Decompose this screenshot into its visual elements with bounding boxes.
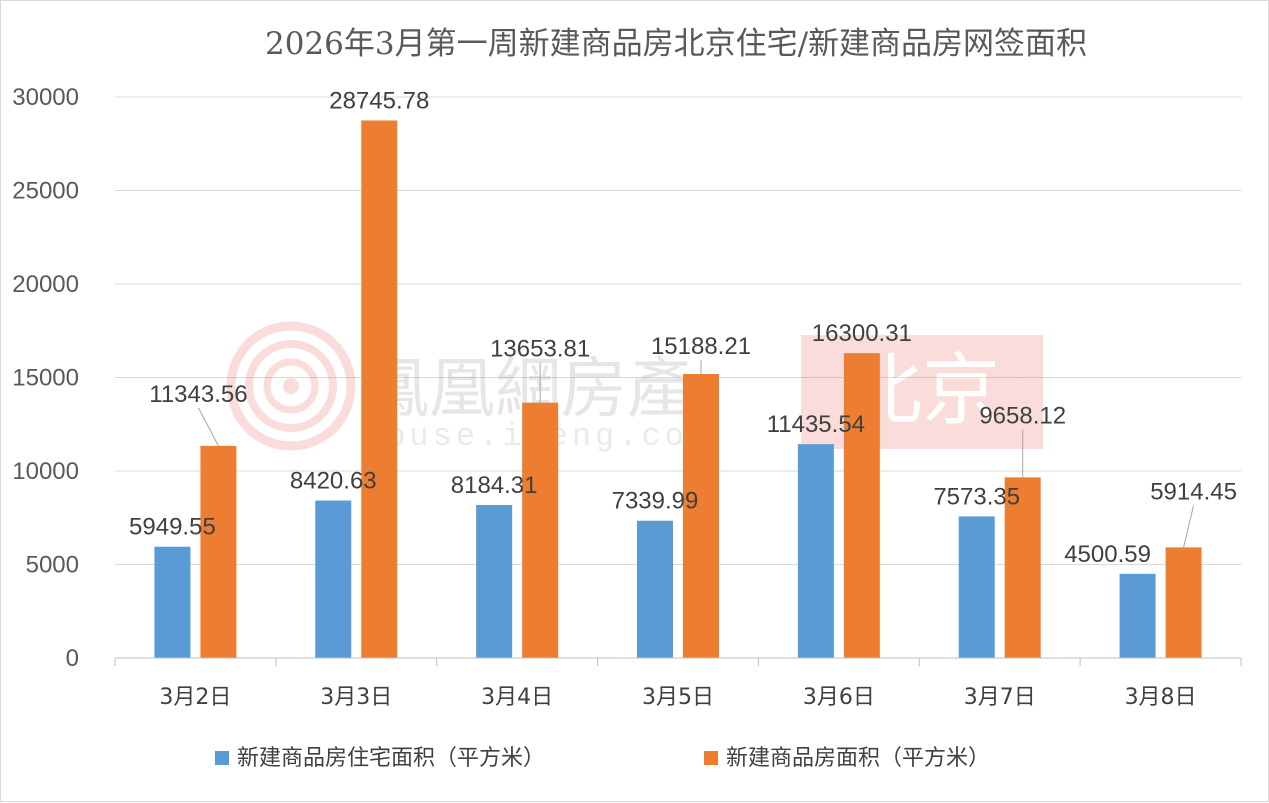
- x-tick-label: 3月6日: [803, 685, 875, 710]
- bar-series2: [843, 353, 880, 658]
- ifeng-phoenix-logo-icon: [226, 321, 356, 451]
- data-label: 11343.56: [149, 381, 247, 408]
- legend-label: 新建商品房面积（平方米）: [726, 746, 990, 771]
- watermark-city-box: [801, 335, 1043, 449]
- legend: 新建商品房住宅面积（平方米） 新建商品房面积（平方米）: [215, 746, 990, 771]
- data-label: 5949.55: [129, 514, 216, 541]
- bar-series1: [1119, 573, 1156, 658]
- data-label: 7339.99: [612, 488, 699, 515]
- bar-series1: [315, 500, 352, 658]
- axis-layer: 0 5000 10000 15000 20000 25000 30000 3月2日 3月3日 3月…: [12, 84, 1242, 710]
- y-tick-label: 30000: [12, 84, 79, 111]
- data-label: 13653.81: [490, 336, 590, 363]
- data-label-leader: [197, 407, 219, 447]
- data-label: 5914.45: [1150, 478, 1237, 505]
- legend-swatch: [704, 751, 718, 765]
- grid-layer: [115, 96, 1241, 565]
- bar-series2: [1004, 477, 1041, 658]
- y-tick-label: 0: [66, 645, 79, 672]
- x-tick-label: 3月4日: [481, 685, 553, 710]
- y-tick-label: 20000: [12, 271, 79, 298]
- watermark: 鳳凰網房產 house.ifeng.com 北京: [226, 321, 1043, 455]
- bar-series2: [1165, 547, 1202, 658]
- data-label: 15188.21: [651, 333, 751, 360]
- bar-series1: [637, 520, 673, 658]
- bar-series1: [476, 504, 513, 658]
- y-tick-label: 10000: [12, 458, 79, 485]
- legend-label: 新建商品房住宅面积（平方米）: [237, 746, 545, 771]
- bar-series1: [154, 546, 191, 658]
- chart-title: 2026年3月第一周新建商品房北京住宅/新建商品房网签面积: [265, 26, 1087, 62]
- y-tick-label: 15000: [12, 365, 79, 392]
- x-tick-label: 3月5日: [642, 685, 714, 710]
- data-labels-layer: 5949.55 8420.63 8184.31 7339.99 11435.54 7573…: [129, 87, 1237, 567]
- x-tick-label: 3月7日: [964, 685, 1036, 710]
- x-tick-label: 3月8日: [1125, 685, 1197, 710]
- bars-layer: [154, 120, 1202, 658]
- data-label: 16300.31: [812, 320, 912, 347]
- y-tick-label: 25000: [12, 178, 79, 205]
- bar-series2: [683, 373, 719, 658]
- y-tick-label: 5000: [26, 552, 79, 579]
- bar-series2: [200, 445, 237, 658]
- x-tick-label: 3月3日: [320, 685, 392, 710]
- data-label: 8420.63: [290, 468, 377, 495]
- legend-swatch: [215, 751, 229, 765]
- x-tick-label: 3月2日: [159, 685, 231, 710]
- bar-series1: [797, 444, 834, 658]
- data-label: 11435.54: [767, 411, 865, 438]
- data-label: 7573.35: [933, 483, 1020, 510]
- bar-series1: [958, 516, 995, 658]
- data-label: 9658.12: [979, 402, 1066, 429]
- data-label: 4500.59: [1064, 541, 1151, 568]
- data-label-leader: [1183, 505, 1195, 548]
- bar-series2: [361, 120, 398, 658]
- data-label: 8184.31: [451, 472, 538, 499]
- bar-series2: [522, 402, 559, 658]
- data-label: 28745.78: [329, 87, 429, 114]
